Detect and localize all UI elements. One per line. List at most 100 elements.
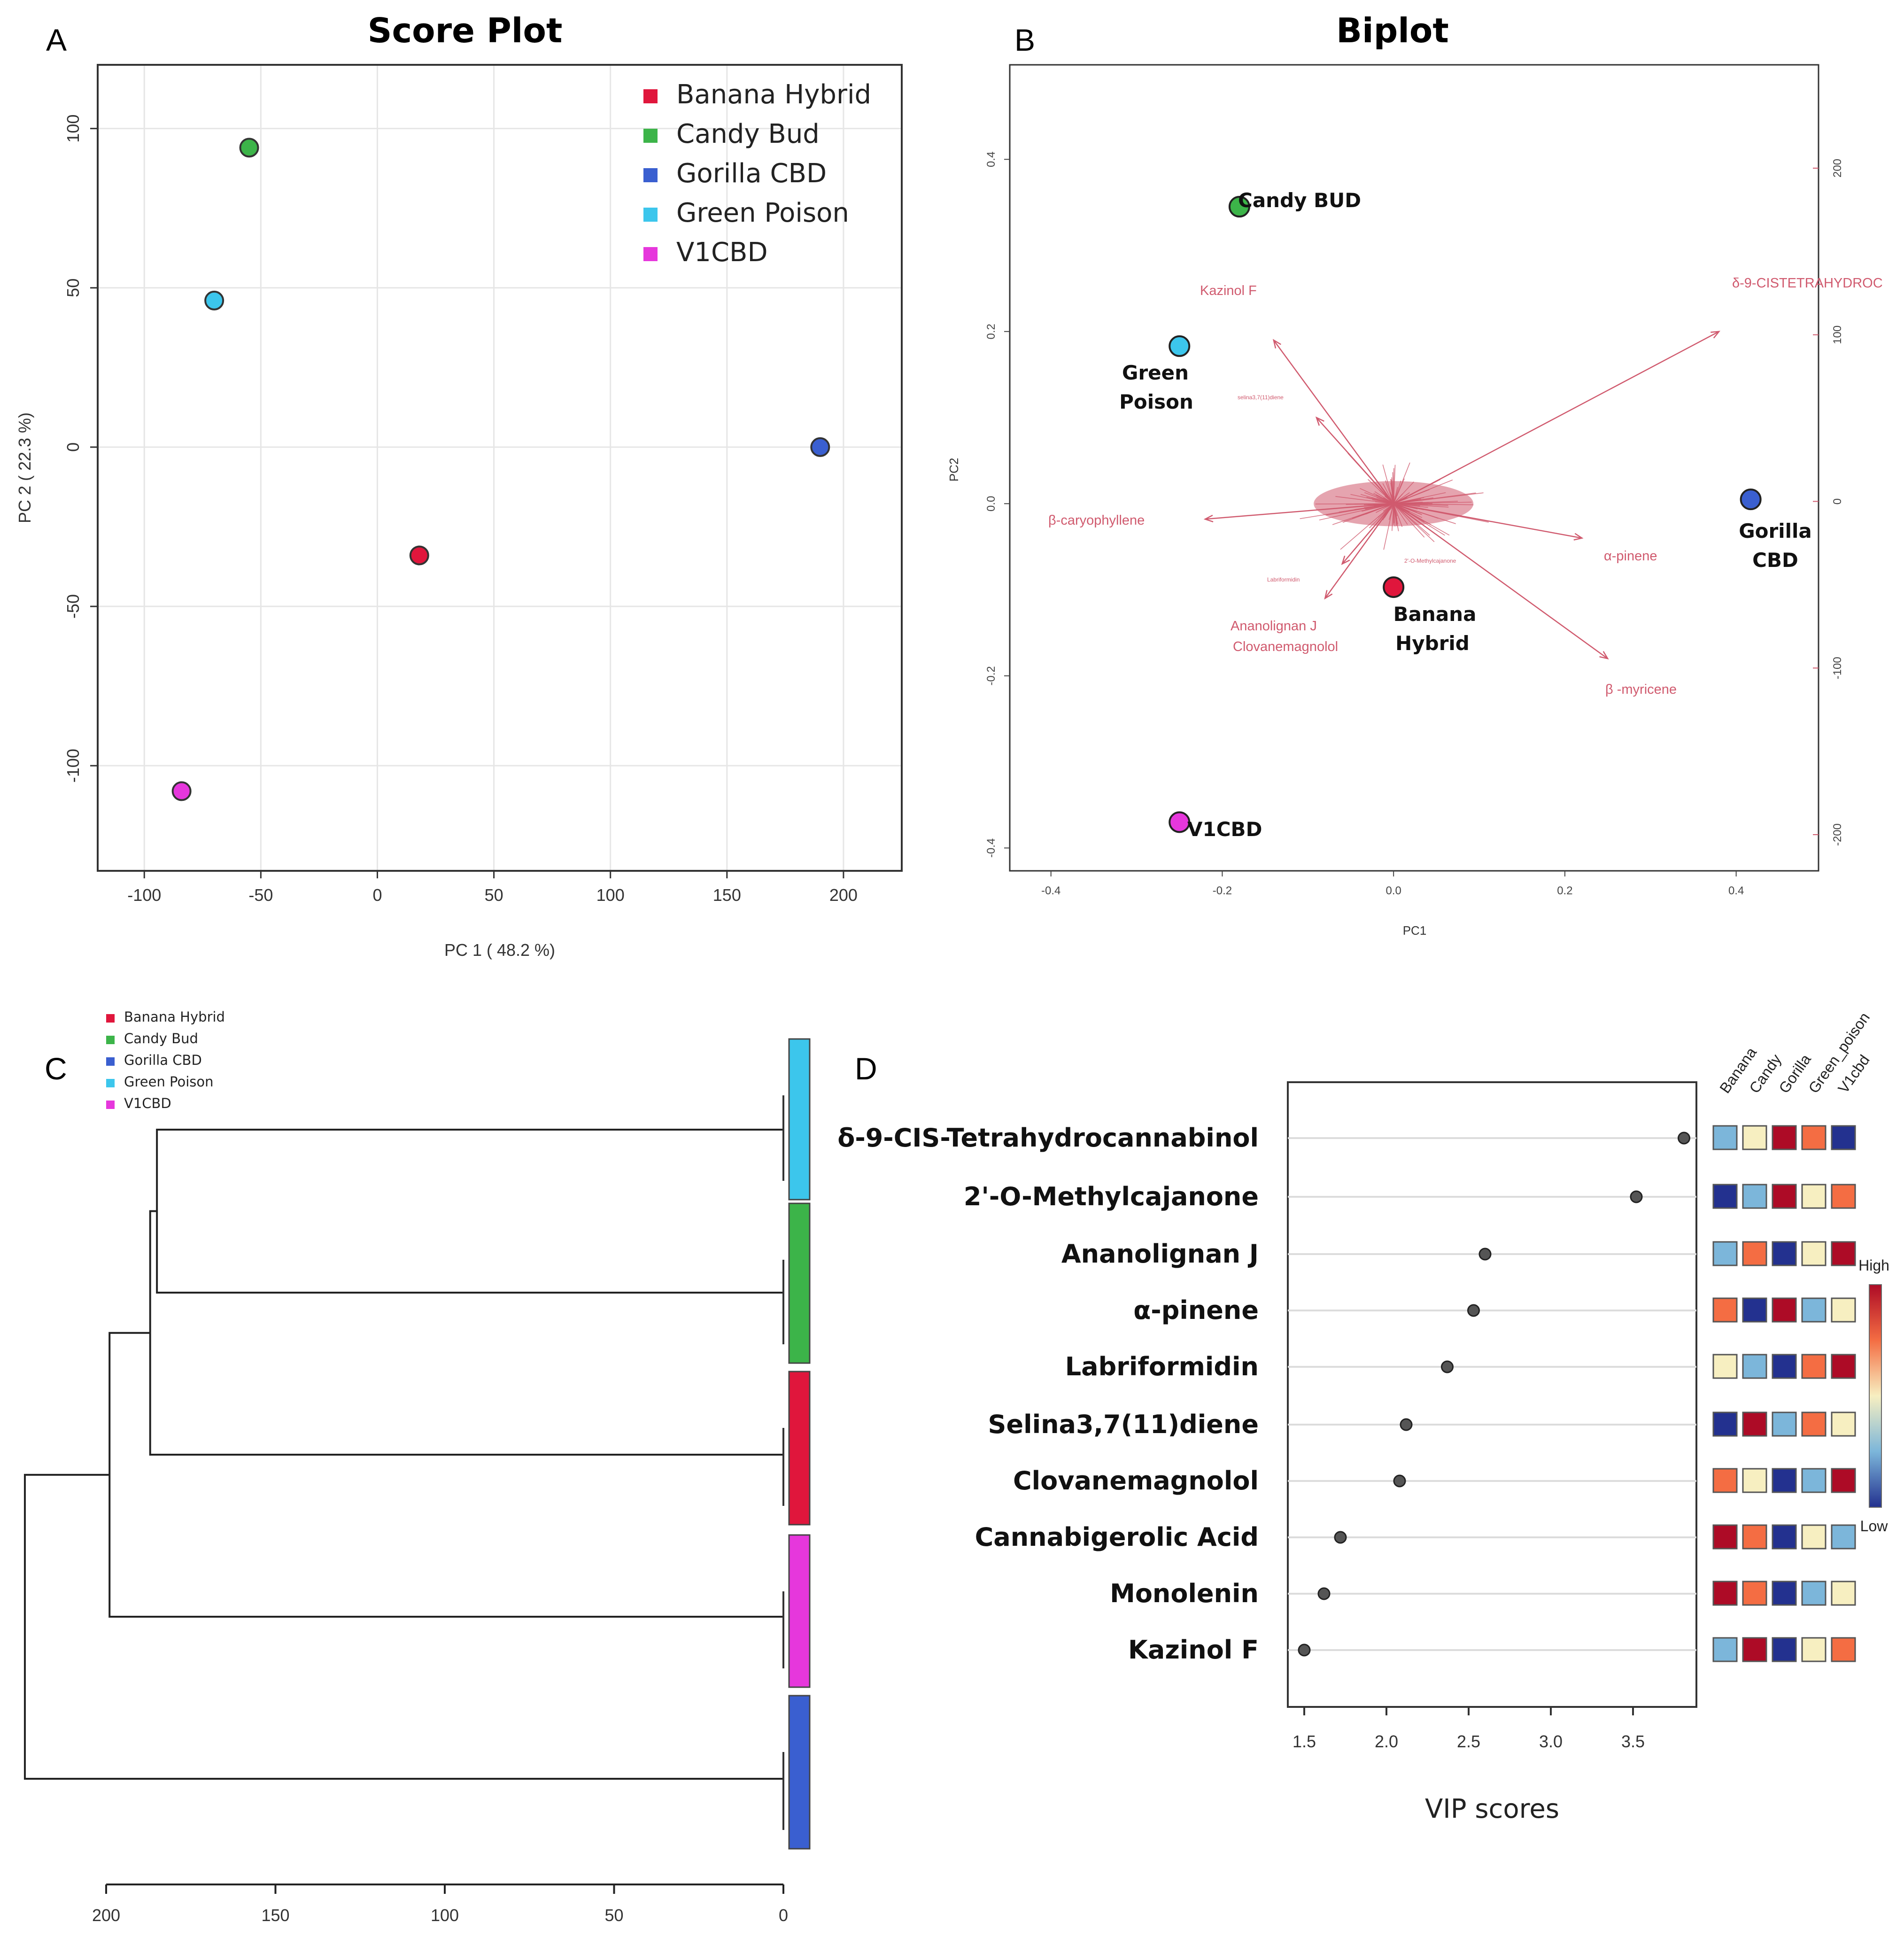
- y-tick-label: 0: [63, 442, 83, 452]
- loading-arrow-pinene: [1393, 503, 1582, 539]
- panel-b-ylabel: PC2: [947, 458, 961, 482]
- panel-c-axis: 200 150 100 50 0: [92, 1884, 788, 1925]
- x-tick-label: 3.0: [1539, 1732, 1563, 1751]
- heat-high-label: High: [1858, 1257, 1889, 1274]
- heat-cell: [1801, 1581, 1827, 1606]
- loading-arrow-selina3-7-11-diene: [1316, 417, 1394, 504]
- feature-label-ananolignan-j: Ananolignan J: [1061, 1239, 1259, 1269]
- vip-point-pinene: [1467, 1304, 1480, 1317]
- legend-swatch-candy-bud: [643, 129, 658, 143]
- panel-a-ylabel: PC 2 ( 22.3 %): [15, 412, 34, 523]
- heat-cell: [1831, 1468, 1856, 1493]
- loading-label-selina: selina3,7(11)diene: [1238, 394, 1284, 401]
- x-tick-label: 100: [596, 885, 625, 905]
- heat-cell: [1712, 1184, 1738, 1209]
- heat-cell: [1801, 1637, 1827, 1662]
- sample-label-v1cbd: V1CBD: [1187, 818, 1262, 841]
- heat-cell: [1742, 1581, 1767, 1606]
- legend-label-v1cbd: V1CBD: [124, 1095, 171, 1111]
- loading-label-labriformidin: Labriformidin: [1267, 576, 1300, 583]
- heat-cell: [1742, 1524, 1767, 1550]
- dendrogram-link: [149, 1210, 783, 1456]
- panel-a-title: Score Plot: [368, 11, 563, 50]
- dendrogram-tree: [23, 1095, 784, 1830]
- feature-label-2-o-methylcajanone: 2'-O-Methylcajanone: [964, 1182, 1259, 1211]
- leaf-color-bar-green-poison: [788, 1038, 811, 1201]
- x-tick-label: 100: [431, 1906, 459, 1925]
- heat-cell: [1831, 1297, 1856, 1323]
- feature-label-kazinol-f: Kazinol F: [1128, 1635, 1259, 1665]
- heat-cell: [1712, 1637, 1738, 1662]
- feature-label-pinene: α-pinene: [1133, 1295, 1259, 1325]
- vip-point-clovanemagnolol: [1393, 1474, 1406, 1488]
- heat-cell: [1772, 1581, 1797, 1606]
- panel-c-letter: C: [45, 1051, 67, 1086]
- score-point-banana-hybrid: [409, 545, 429, 566]
- heat-cell: [1831, 1354, 1856, 1379]
- sample-label-green-poison-1: Green: [1122, 361, 1189, 384]
- heat-cell: [1742, 1125, 1767, 1150]
- heat-low-label: Low: [1860, 1518, 1889, 1535]
- leaf-color-bar-candy-bud: [788, 1202, 811, 1364]
- heat-cell: [1801, 1125, 1827, 1150]
- heat-cell: [1712, 1241, 1738, 1266]
- heat-cell: [1801, 1297, 1827, 1323]
- dendrogram-link: [23, 1473, 783, 1780]
- score-point-v1cbd: [171, 781, 192, 801]
- biplot-point-banana-hybrid: [1383, 576, 1405, 598]
- vip-point-selina3-7-11-diene: [1400, 1418, 1413, 1431]
- panel-b-letter: B: [1014, 23, 1035, 57]
- heat-cell: [1742, 1468, 1767, 1493]
- x-tick-label: 2.5: [1457, 1732, 1480, 1751]
- x-tick-label: 0.4: [1728, 884, 1744, 897]
- y2-tick-label: 0: [1831, 498, 1844, 504]
- sample-label-gorilla-1: Gorilla: [1739, 519, 1812, 543]
- legend-label-v1cbd: V1CBD: [676, 237, 768, 268]
- loading-arrow-9-cistetrahydroc: [1393, 331, 1719, 504]
- vip-point-ananolignan-j: [1478, 1248, 1492, 1261]
- feature-label-cannabigerolic-acid: Cannabigerolic Acid: [975, 1522, 1259, 1552]
- heat-cell: [1831, 1581, 1856, 1606]
- score-point-green-poison: [204, 290, 224, 310]
- loading-arrow-labriformidin: [1341, 503, 1394, 565]
- y2-tick-label: 200: [1831, 159, 1844, 178]
- panel-b-xlabel: PC1: [1403, 923, 1427, 938]
- loading-label-myrcene: β -myricene: [1605, 682, 1677, 697]
- panel-b-points: [1169, 196, 1762, 833]
- heat-cell: [1801, 1354, 1827, 1379]
- x-tick-label: 200: [92, 1906, 120, 1925]
- x-tick-label: 50: [604, 1906, 623, 1925]
- legend-label-candy-bud: Candy Bud: [676, 119, 820, 149]
- panel-a-score-plot: A Score Plot -100 -50 0 50 100 150 200 100 50 0 -5…: [15, 11, 903, 960]
- sample-label-banana-2: Hybrid: [1395, 632, 1470, 655]
- panel-d-letter: D: [855, 1051, 877, 1086]
- x-tick-label: 0.2: [1557, 884, 1572, 897]
- panel-d-plot-frame: [1287, 1081, 1697, 1708]
- panel-c-dendrogram: C Banana Hybrid Candy Bud Gorilla CBD Green…: [23, 1009, 811, 1925]
- heat-color-scale: [1869, 1284, 1882, 1508]
- heat-cell: [1772, 1468, 1797, 1493]
- legend-swatch-v1cbd: [106, 1101, 115, 1109]
- panel-a-legend: Banana Hybrid Candy Bud Gorilla CBD Green P…: [643, 79, 871, 268]
- x-tick-label: 0: [779, 1906, 788, 1925]
- y-tick-label: -100: [63, 749, 83, 783]
- y-tick-label: -50: [63, 594, 83, 619]
- loading-label-caryophyllene: β-caryophyllene: [1048, 513, 1145, 528]
- loading-arrowhead: [1203, 514, 1214, 523]
- biplot-point-candy-bud: [1228, 196, 1250, 218]
- heat-cell: [1772, 1524, 1797, 1550]
- legend-swatch-candy-bud: [106, 1036, 115, 1044]
- vip-point-labriformidin: [1441, 1360, 1454, 1373]
- vip-point-monolenin: [1317, 1587, 1331, 1600]
- legend-swatch-banana-hybrid: [643, 89, 658, 103]
- dendrogram-link: [156, 1129, 783, 1294]
- y-tick-label: -0.4: [985, 838, 998, 858]
- heat-cell: [1742, 1297, 1767, 1323]
- legend-label-green-poison: Green Poison: [676, 198, 849, 228]
- loading-arrowhead: [1573, 533, 1584, 541]
- score-point-candy-bud: [239, 138, 259, 158]
- x-tick-label: -0.2: [1213, 884, 1232, 897]
- loading-label-clovanemagnolol: Clovanemagnolol: [1233, 639, 1338, 654]
- panel-b-plot-frame: [1009, 64, 1819, 872]
